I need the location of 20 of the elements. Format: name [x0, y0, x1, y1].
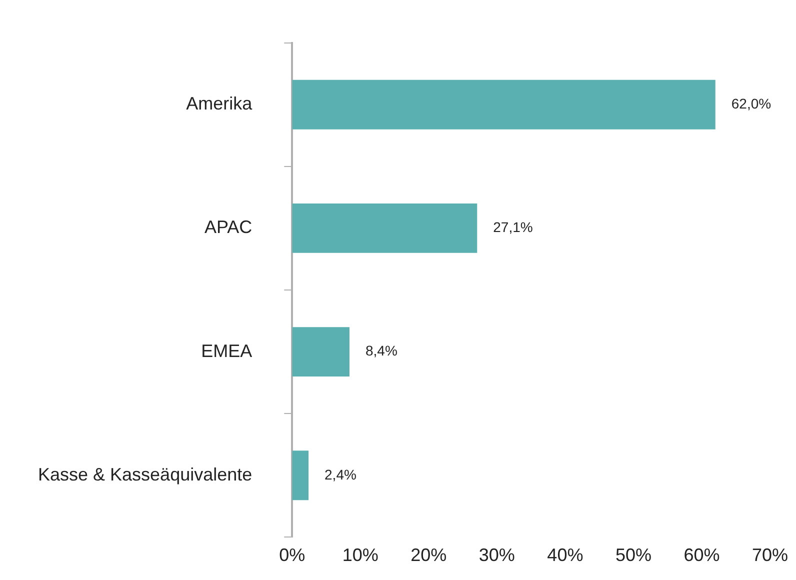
- bar: [292, 80, 716, 130]
- data-label: 27,1%: [493, 219, 533, 236]
- y-tick-label: APAC: [204, 217, 252, 238]
- bar: [292, 450, 309, 500]
- data-label: 62,0%: [731, 95, 772, 112]
- y-tick-label: EMEA: [201, 340, 252, 361]
- x-tick-label: 70%: [752, 544, 788, 565]
- x-tick-label: 0%: [279, 544, 306, 565]
- bar: [292, 203, 478, 253]
- x-tick-label: 40%: [547, 544, 584, 565]
- x-tick-label: 30%: [478, 544, 515, 565]
- x-tick-label: 10%: [342, 544, 378, 565]
- bar: [292, 327, 350, 377]
- y-tick-label: Kasse & Kasseäquivalente: [38, 464, 252, 484]
- x-tick-label: 50%: [615, 544, 652, 565]
- y-tick-label: Amerika: [186, 94, 254, 114]
- data-label: 2,4%: [324, 466, 356, 482]
- x-tick-label: 60%: [684, 544, 720, 565]
- data-label: 8,4%: [365, 342, 398, 359]
- x-tick-label: 20%: [410, 544, 447, 565]
